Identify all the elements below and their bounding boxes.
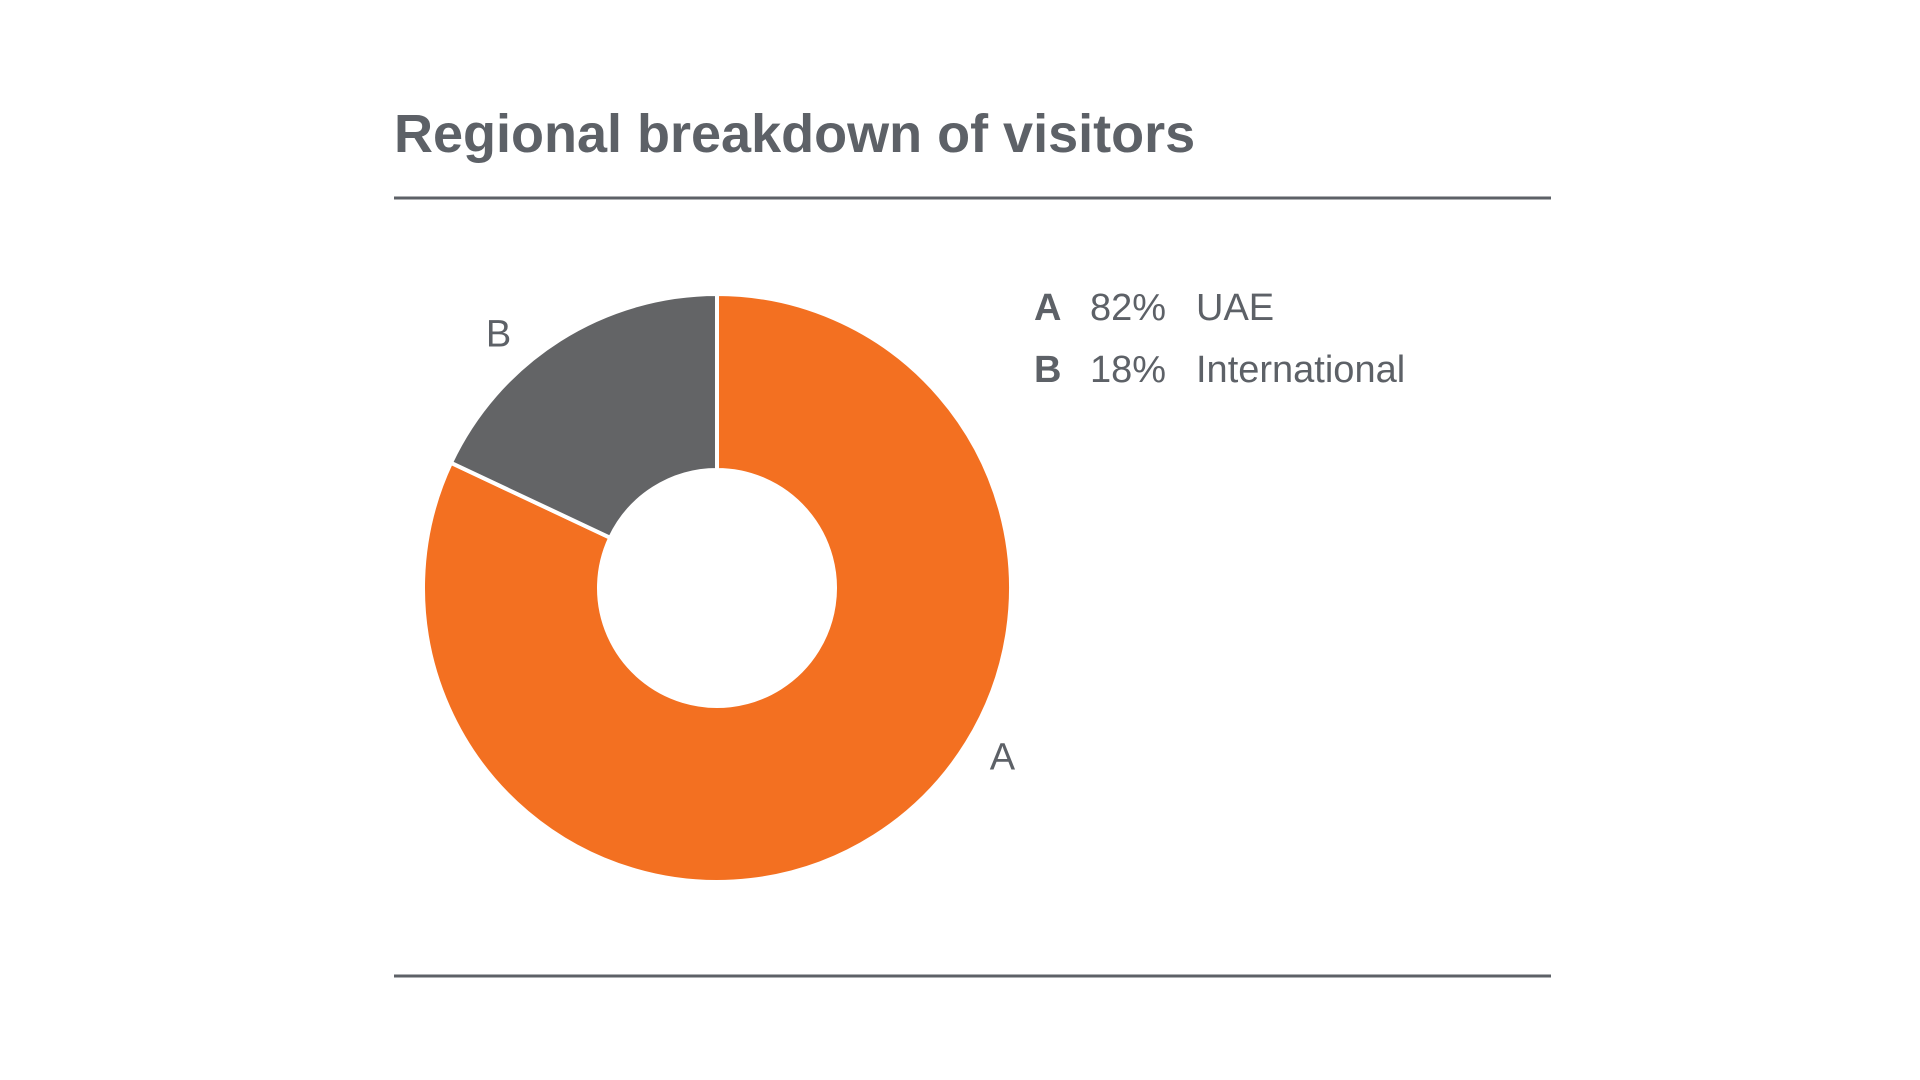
legend-value: 82% [1090, 287, 1166, 329]
slice-label: A [990, 737, 1016, 779]
legend-key: A [1034, 287, 1061, 329]
legend-label: International [1196, 349, 1405, 391]
slice-label: B [486, 314, 511, 356]
slice [421, 291, 1013, 884]
legend-value: 18% [1090, 349, 1166, 391]
legend-key: B [1034, 349, 1061, 391]
slice [448, 291, 719, 541]
chart-title: Regional breakdown of visitors [394, 104, 1195, 164]
legend-label: UAE [1196, 287, 1274, 329]
